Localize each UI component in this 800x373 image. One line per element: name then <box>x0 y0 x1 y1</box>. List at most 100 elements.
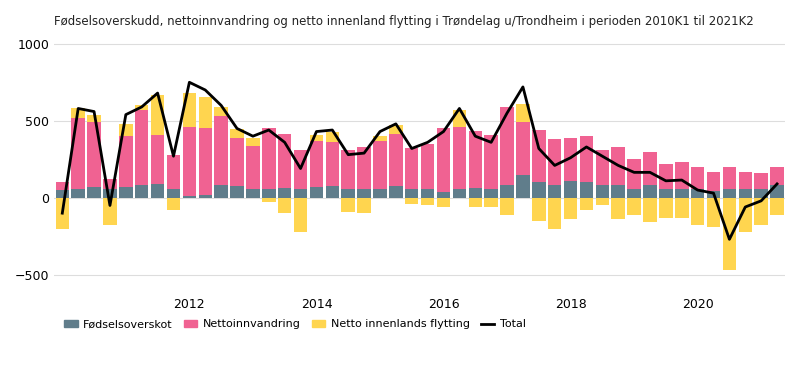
Bar <box>722 198 736 270</box>
Bar <box>103 198 117 225</box>
Bar <box>643 198 657 222</box>
Bar <box>675 188 689 198</box>
Bar <box>627 198 641 215</box>
Bar <box>405 148 418 188</box>
Bar <box>166 188 180 198</box>
Bar <box>548 139 562 185</box>
Bar <box>453 188 466 198</box>
Bar <box>151 135 164 184</box>
Bar <box>326 132 339 142</box>
Bar <box>706 191 720 198</box>
Bar <box>437 128 450 192</box>
Bar <box>55 182 69 190</box>
Bar <box>119 136 133 187</box>
Bar <box>310 141 323 187</box>
Bar <box>754 198 768 225</box>
Bar <box>230 186 244 198</box>
Bar <box>103 179 117 189</box>
Bar <box>595 185 609 198</box>
Bar <box>706 198 720 227</box>
Bar <box>675 162 689 188</box>
Bar <box>374 141 386 188</box>
Bar <box>485 188 498 198</box>
Bar <box>151 184 164 198</box>
Bar <box>214 185 228 198</box>
Bar <box>294 188 307 198</box>
Bar <box>532 130 546 182</box>
Bar <box>564 138 578 181</box>
Bar <box>374 188 386 198</box>
Bar <box>198 195 212 198</box>
Bar <box>342 150 355 188</box>
Bar <box>516 175 530 198</box>
Bar <box>516 122 530 175</box>
Bar <box>87 187 101 198</box>
Bar <box>738 172 752 188</box>
Bar <box>294 198 307 232</box>
Bar <box>580 136 594 182</box>
Bar <box>166 155 180 188</box>
Bar <box>738 188 752 198</box>
Bar <box>135 106 149 110</box>
Bar <box>770 198 784 215</box>
Bar <box>342 188 355 198</box>
Bar <box>516 104 530 122</box>
Bar <box>643 151 657 185</box>
Bar <box>358 198 371 213</box>
Bar <box>278 188 291 198</box>
Bar <box>55 198 69 229</box>
Bar <box>389 186 402 198</box>
Bar <box>198 97 212 128</box>
Bar <box>262 128 275 188</box>
Bar <box>262 188 275 198</box>
Bar <box>214 116 228 185</box>
Bar <box>659 198 673 218</box>
Bar <box>659 164 673 188</box>
Bar <box>421 198 434 206</box>
Bar <box>548 185 562 198</box>
Bar <box>500 198 514 215</box>
Bar <box>278 198 291 213</box>
Bar <box>119 187 133 198</box>
Bar <box>469 131 482 188</box>
Bar <box>405 198 418 204</box>
Bar <box>182 127 196 196</box>
Bar <box>611 185 625 198</box>
Bar <box>246 189 260 198</box>
Bar <box>722 167 736 188</box>
Bar <box>326 142 339 186</box>
Bar <box>564 181 578 198</box>
Bar <box>627 159 641 188</box>
Bar <box>103 189 117 198</box>
Bar <box>469 198 482 207</box>
Bar <box>595 150 609 185</box>
Bar <box>659 188 673 198</box>
Bar <box>230 129 244 138</box>
Bar <box>55 190 69 198</box>
Bar <box>706 172 720 191</box>
Bar <box>548 198 562 229</box>
Bar <box>198 128 212 195</box>
Bar <box>326 186 339 198</box>
Bar <box>310 135 323 141</box>
Legend: Fødselsoverskot, Nettoinnvandring, Netto innenlands flytting, Total: Fødselsoverskot, Nettoinnvandring, Netto… <box>60 315 530 334</box>
Bar <box>627 188 641 198</box>
Bar <box>135 185 149 198</box>
Bar <box>358 147 371 188</box>
Bar <box>754 173 768 188</box>
Bar <box>214 107 228 116</box>
Bar <box>182 196 196 198</box>
Bar <box>87 122 101 187</box>
Bar <box>691 188 704 198</box>
Bar <box>485 135 498 188</box>
Bar <box>738 198 752 232</box>
Bar <box>500 185 514 198</box>
Bar <box>262 198 275 203</box>
Bar <box>564 198 578 219</box>
Bar <box>230 138 244 186</box>
Bar <box>580 182 594 198</box>
Bar <box>246 138 260 146</box>
Bar <box>389 134 402 186</box>
Bar <box>166 198 180 210</box>
Bar <box>246 146 260 189</box>
